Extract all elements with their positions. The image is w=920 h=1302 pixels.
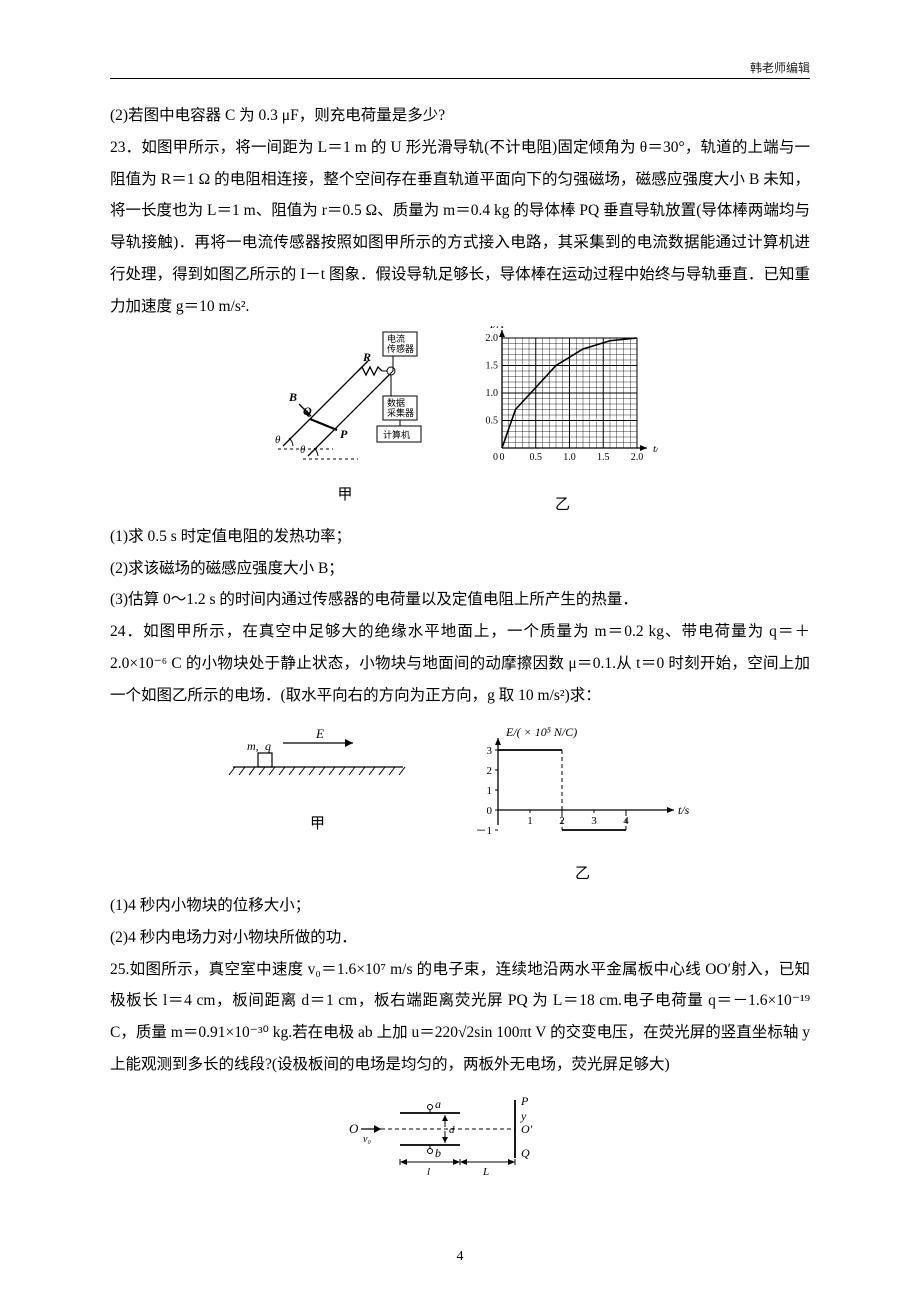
- svg-text:t/s: t/s: [653, 443, 658, 455]
- theta-label-1: θ: [275, 434, 281, 446]
- svg-text:0: 0: [499, 452, 504, 463]
- label-sensor-1: 电流: [387, 333, 405, 344]
- svg-text:1.5: 1.5: [485, 361, 498, 372]
- label-q: q: [265, 739, 271, 753]
- svg-text:0: 0: [493, 452, 498, 463]
- caption-24b: 乙: [468, 859, 698, 890]
- svg-text:t/s: t/s: [678, 803, 690, 817]
- svg-text:2.0: 2.0: [485, 333, 498, 344]
- svg-text:E/( × 10⁵ N/C): E/( × 10⁵ N/C): [505, 725, 577, 739]
- svg-text:3: 3: [486, 745, 492, 757]
- label-L: L: [482, 1166, 489, 1178]
- svg-text:3: 3: [591, 815, 597, 827]
- label-e: E: [315, 726, 324, 741]
- label-computer: 计算机: [383, 429, 410, 440]
- label-collector-2: 采集器: [387, 407, 414, 418]
- svg-text:2.0: 2.0: [630, 452, 643, 463]
- theta-label-2: θ: [300, 444, 306, 456]
- svg-text:I/A: I/A: [489, 326, 504, 331]
- figure-24a: E m, q 甲: [223, 715, 413, 890]
- svg-text:0: 0: [486, 805, 492, 817]
- label-Op: O′: [521, 1122, 533, 1136]
- svg-text:1: 1: [527, 815, 533, 827]
- svg-text:1.5: 1.5: [597, 452, 610, 463]
- svg-text:2: 2: [486, 765, 492, 777]
- figure-23b: 0 0.5 1.0 1.5 2.0 0.5 1.0 1.5 2.0 0 t/s I/A 乙: [468, 326, 658, 521]
- label-y: y: [520, 1109, 527, 1123]
- svg-text:0.5: 0.5: [485, 416, 498, 427]
- label-collector-1: 数据: [387, 397, 405, 408]
- label-l: l: [427, 1166, 430, 1178]
- svg-text:－1: －1: [475, 825, 492, 837]
- paragraph-q23-2: (2)求该磁场的磁感应强度大小 B；: [110, 553, 810, 585]
- paragraph-q24: 24．如图甲所示，在真空中足够大的绝缘水平地面上，一个质量为 m＝0.2 kg、…: [110, 616, 810, 711]
- label-a: a: [435, 1097, 441, 1111]
- paragraph-q25: 25.如图所示，真空室中速度 v₀＝1.6×10⁷ m/s 的电子束，连续地沿两…: [110, 954, 810, 1081]
- label-d: d: [449, 1124, 455, 1136]
- paragraph-q22-2: (2)若图中电容器 C 为 0.3 μF，则充电荷量是多少?: [110, 100, 810, 132]
- figure-23-row: θ θ Q P B R: [110, 326, 810, 521]
- figure-23a: θ θ Q P B R: [263, 326, 428, 521]
- figure-25-row: O v₀ a b: [110, 1085, 810, 1197]
- svg-text:1.0: 1.0: [563, 452, 576, 463]
- svg-text:0.5: 0.5: [529, 452, 542, 463]
- figure-24-row: E m, q 甲 －101231234E/( × 10⁵ N/C)t/s 乙: [110, 715, 810, 890]
- figure-25: O v₀ a b: [345, 1085, 575, 1197]
- svg-text:1.0: 1.0: [485, 388, 498, 399]
- label-b: B: [288, 390, 297, 404]
- svg-text:1: 1: [486, 785, 492, 797]
- label-p: P: [340, 427, 348, 441]
- paragraph-q23: 23．如图甲所示，将一间距为 L＝1 m 的 U 形光滑导轨(不计电阻)固定倾角…: [110, 132, 810, 323]
- figure-24b: －101231234E/( × 10⁵ N/C)t/s 乙: [468, 715, 698, 890]
- caption-23a: 甲: [263, 480, 428, 511]
- editor-name: 韩老师编辑: [750, 56, 810, 81]
- label-sensor-2: 传感器: [387, 343, 414, 354]
- header-rule: [110, 78, 810, 79]
- paragraph-q24-1: (1)4 秒内小物块的位移大小；: [110, 890, 810, 922]
- page-number: 4: [0, 1243, 920, 1272]
- label-Q: Q: [521, 1146, 530, 1160]
- label-b: b: [435, 1146, 441, 1160]
- label-v0: v₀: [363, 1134, 371, 1145]
- paragraph-q23-1: (1)求 0.5 s 时定值电阻的发热功率；: [110, 521, 810, 553]
- paragraph-q24-2: (2)4 秒内电场力对小物块所做的功．: [110, 922, 810, 954]
- paragraph-q23-3: (3)估算 0～1.2 s 的时间内通过传感器的电荷量以及定值电阻上所产生的热量…: [110, 584, 810, 616]
- caption-23b: 乙: [468, 490, 658, 521]
- label-P: P: [520, 1094, 529, 1108]
- caption-24a: 甲: [223, 809, 413, 840]
- label-m: m,: [247, 739, 259, 753]
- label-O: O: [349, 1121, 359, 1136]
